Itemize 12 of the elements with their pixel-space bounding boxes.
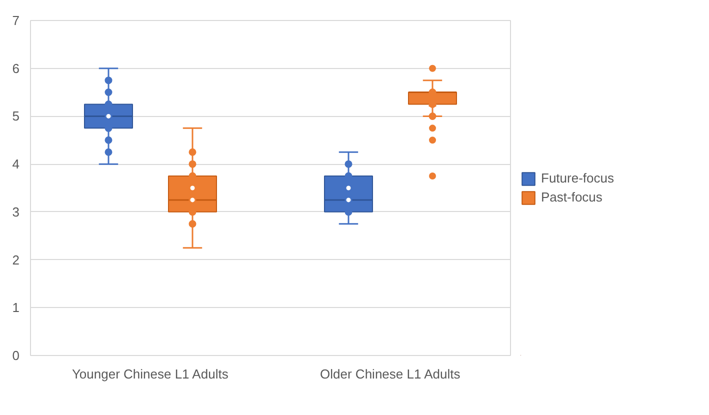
y-tick-label: 3 [12, 204, 20, 220]
y-tick-label: 5 [12, 108, 20, 124]
y-tick-label: 1 [12, 300, 20, 316]
legend-label: Past-focus [541, 190, 602, 204]
y-tick-label: 4 [12, 156, 20, 172]
y-tick-label: 0 [12, 348, 20, 363]
x-tick-label: Older Chinese L1 Adults [320, 366, 461, 382]
legend-label: Future-focus [541, 170, 614, 186]
y-tick-label: 7 [12, 13, 20, 28]
y-tick-label: 6 [12, 60, 20, 76]
y-tick-label: 2 [12, 252, 20, 268]
x-tick-label: Younger Chinese L1 Adults [72, 366, 229, 382]
